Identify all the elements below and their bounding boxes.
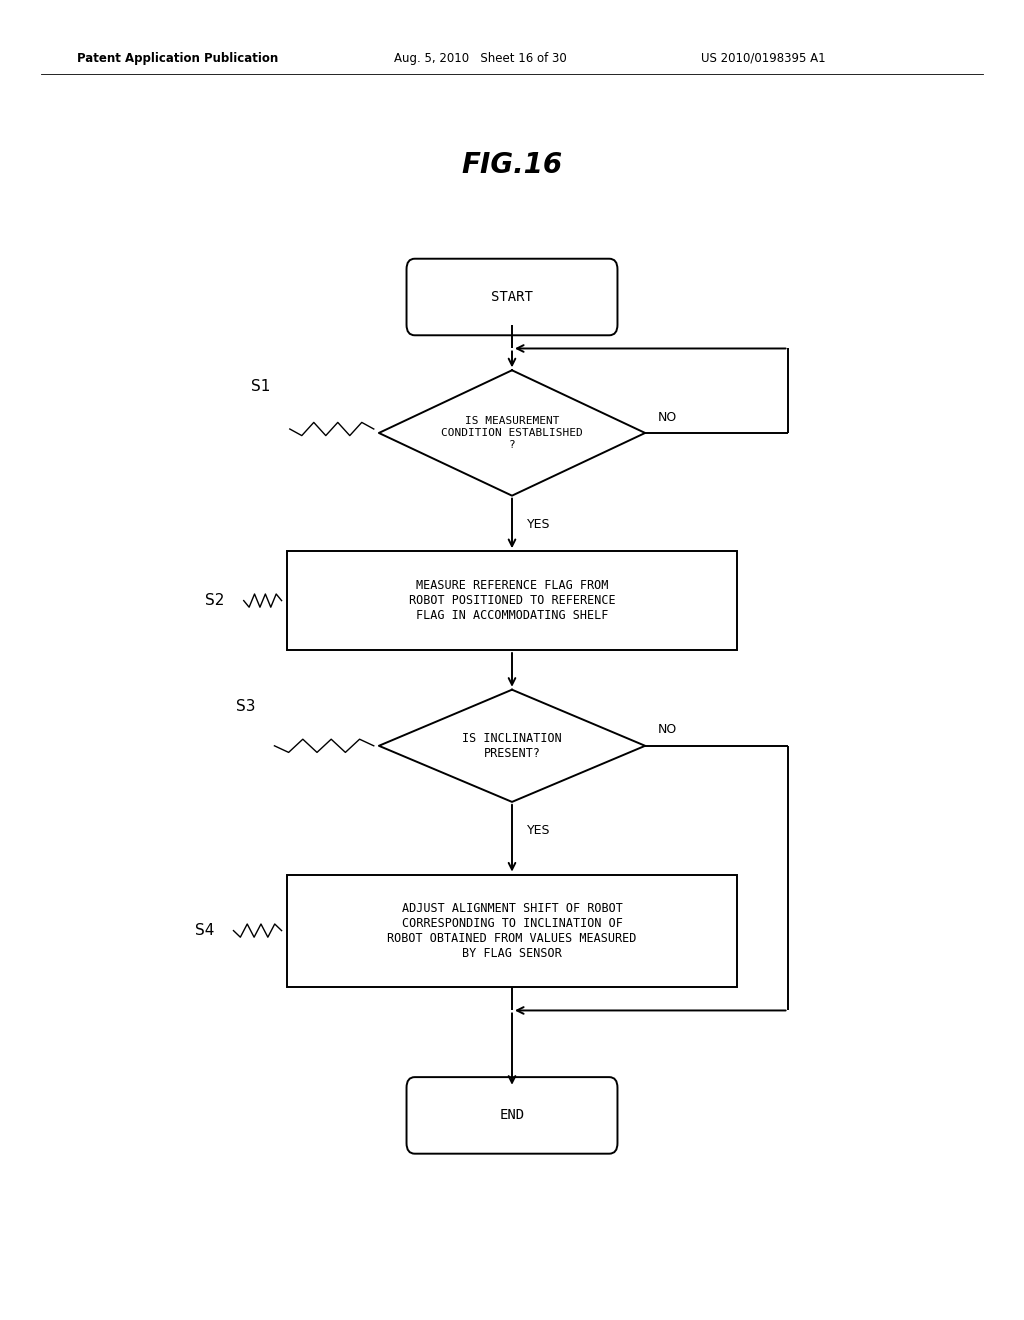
Text: Patent Application Publication: Patent Application Publication xyxy=(77,51,279,65)
Text: S2: S2 xyxy=(206,593,224,609)
Text: IS INCLINATION
PRESENT?: IS INCLINATION PRESENT? xyxy=(462,731,562,760)
Text: IS MEASUREMENT
CONDITION ESTABLISHED
?: IS MEASUREMENT CONDITION ESTABLISHED ? xyxy=(441,416,583,450)
Text: FIG.16: FIG.16 xyxy=(462,150,562,180)
Text: NO: NO xyxy=(657,411,677,424)
Text: NO: NO xyxy=(657,723,677,737)
Text: START: START xyxy=(492,290,532,304)
Bar xyxy=(287,552,737,649)
Text: US 2010/0198395 A1: US 2010/0198395 A1 xyxy=(701,51,826,65)
Text: ADJUST ALIGNMENT SHIFT OF ROBOT
CORRESPONDING TO INCLINATION OF
ROBOT OBTAINED F: ADJUST ALIGNMENT SHIFT OF ROBOT CORRESPO… xyxy=(387,902,637,960)
Text: S4: S4 xyxy=(196,923,214,939)
FancyBboxPatch shape xyxy=(407,1077,617,1154)
FancyBboxPatch shape xyxy=(407,259,617,335)
Text: YES: YES xyxy=(527,825,551,837)
Bar xyxy=(287,874,737,987)
Text: S1: S1 xyxy=(252,379,270,395)
Text: MEASURE REFERENCE FLAG FROM
ROBOT POSITIONED TO REFERENCE
FLAG IN ACCOMMODATING : MEASURE REFERENCE FLAG FROM ROBOT POSITI… xyxy=(409,579,615,622)
Text: YES: YES xyxy=(527,519,551,531)
Text: S3: S3 xyxy=(236,698,256,714)
Text: Aug. 5, 2010   Sheet 16 of 30: Aug. 5, 2010 Sheet 16 of 30 xyxy=(394,51,567,65)
Text: END: END xyxy=(500,1109,524,1122)
